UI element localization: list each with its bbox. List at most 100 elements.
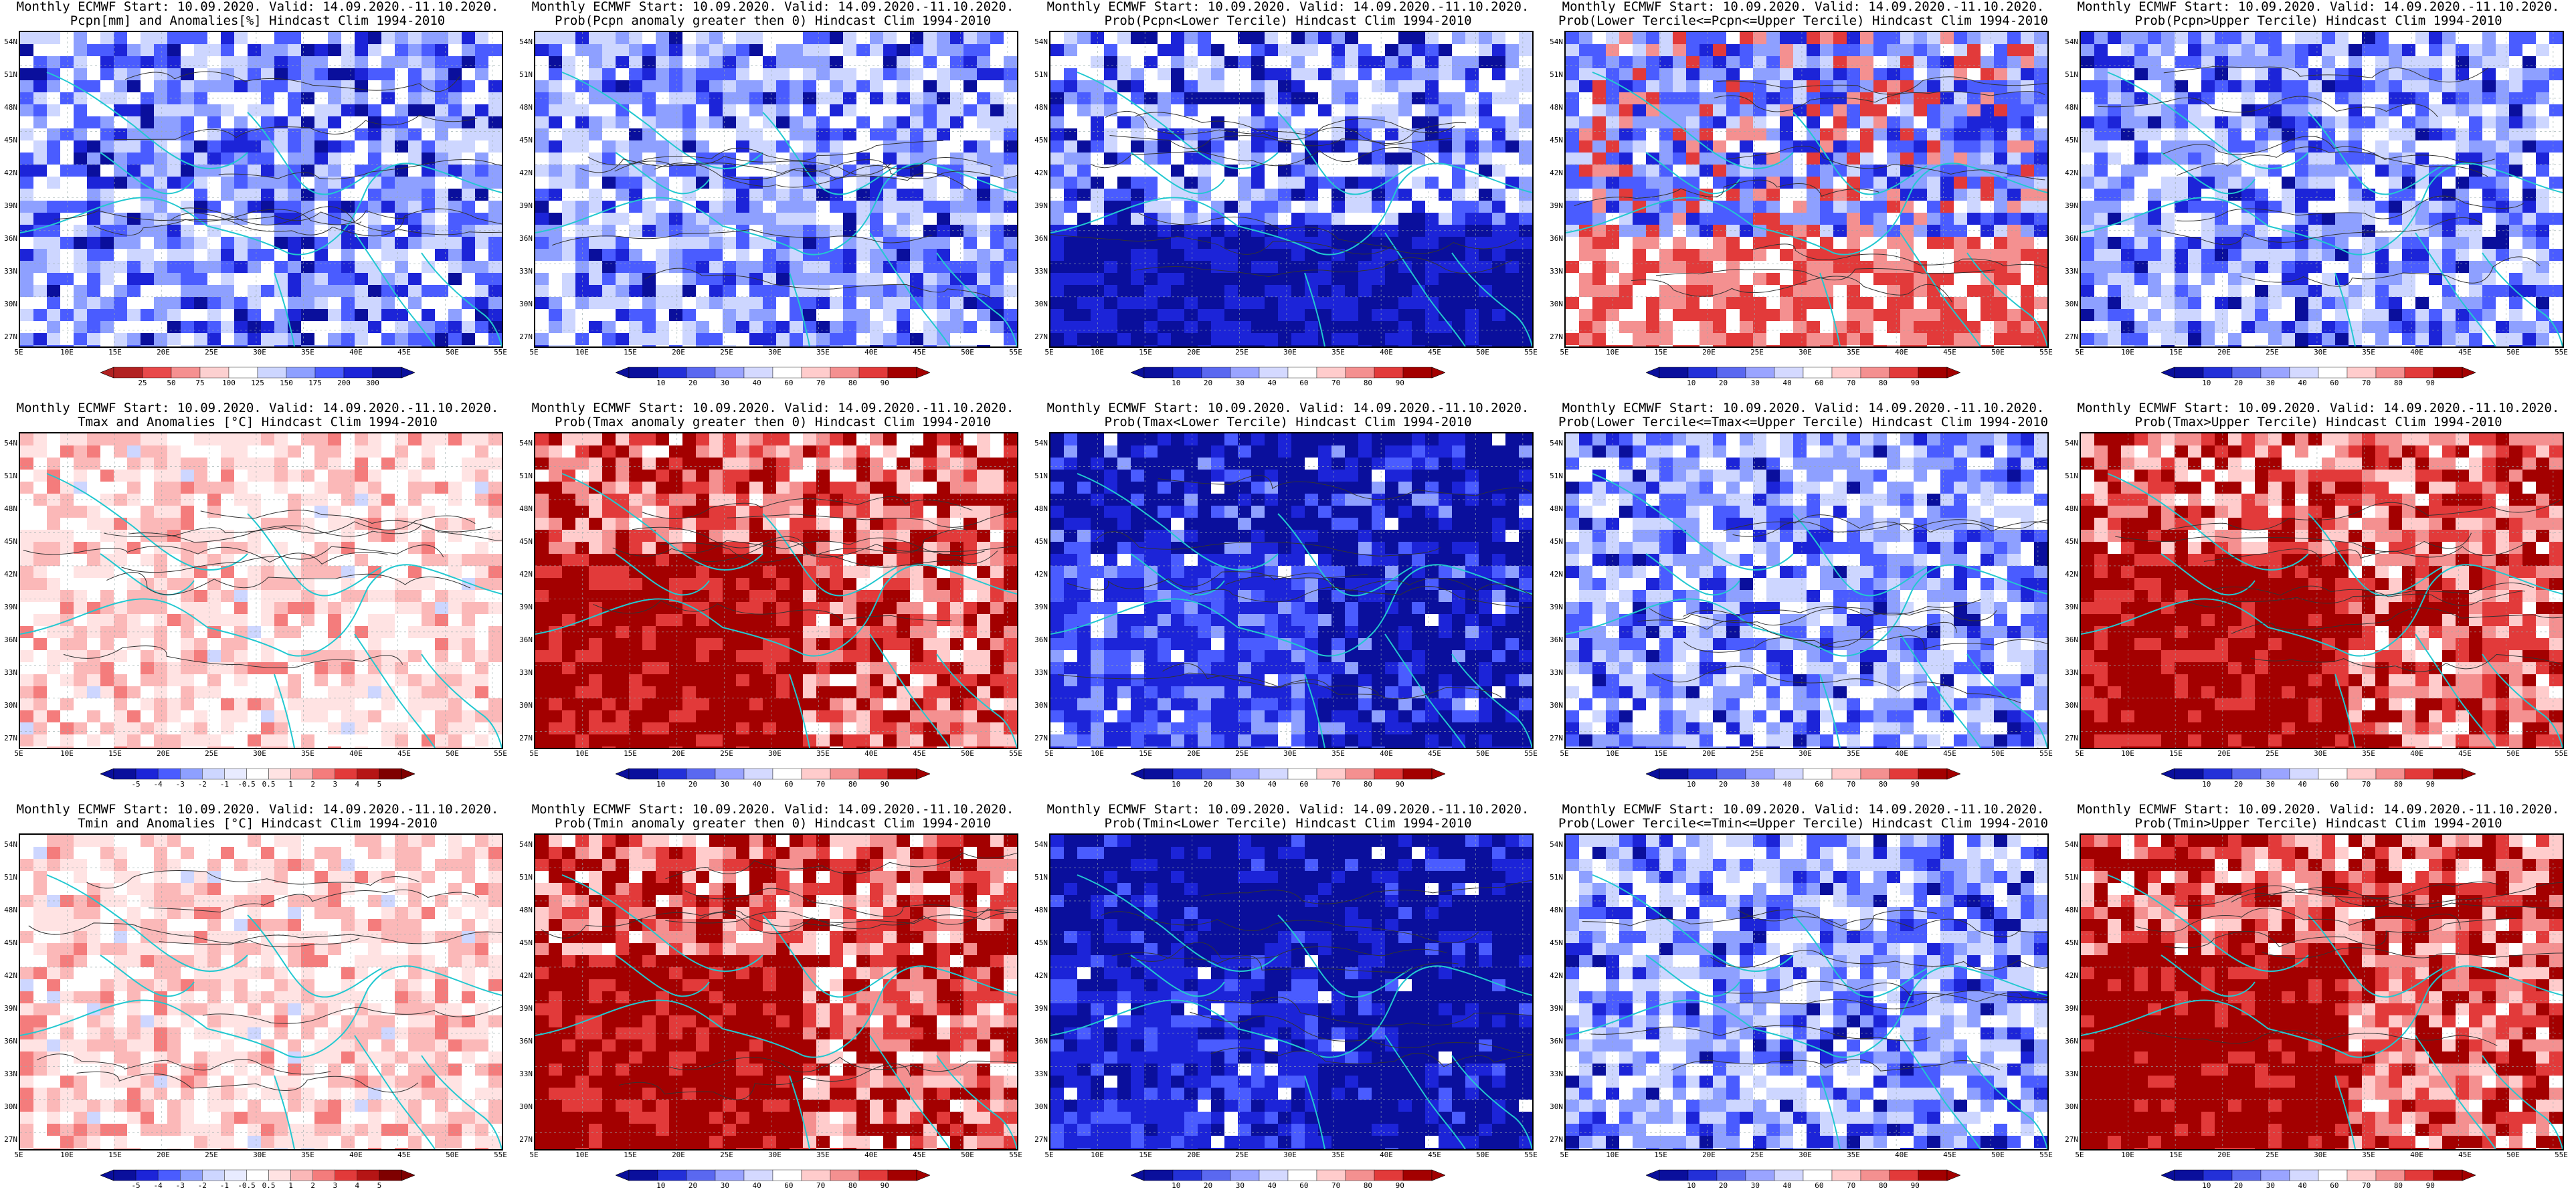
lon-tick: 5E [2075,1150,2084,1159]
colorbar-label: 60 [1299,780,1309,789]
lat-tick: 39N [4,1003,17,1013]
colorbar-label: 75 [195,379,205,387]
colorbar-label: 60 [2330,379,2339,387]
lat-tick: 54N [519,37,533,46]
colorbar-label: 40 [1782,1181,1792,1190]
lon-tick: 10E [1091,749,1104,758]
lat-tick: 39N [519,602,533,611]
colorbar-label: 70 [1331,780,1341,789]
forecast-map [20,433,502,748]
colorbar [100,367,415,379]
lat-tick: 27N [1034,332,1048,341]
colorbar-label: 40 [2298,379,2307,387]
lon-tick: 5E [1560,749,1569,758]
lon-tick: 5E [14,348,23,357]
panel-title-line2: Prob(Tmin<Lower Tercile) Hindcast Clim 1… [1104,816,1472,831]
lat-tick: 27N [1034,1134,1048,1144]
colorbar-label: 80 [1878,379,1888,387]
lat-tick: 27N [519,332,533,341]
lat-tick: 33N [2065,668,2078,677]
colorbar-label: 40 [2298,1181,2307,1190]
panel-title-line1: Monthly ECMWF Start: 10.09.2020. Valid: … [1046,802,1530,817]
lon-tick: 50E [1476,749,1489,758]
map-panel: Monthly ECMWF Start: 10.09.2020. Valid: … [1546,401,2061,803]
lon-tick: 20E [672,1150,685,1159]
colorbar-label: 90 [1910,1181,1920,1190]
lat-tick: 36N [1550,1036,1563,1045]
colorbar-label: 30 [1750,379,1760,387]
lat-tick: 51N [4,70,17,79]
lon-tick: 35E [1331,1150,1345,1159]
lon-tick: 20E [672,348,685,357]
map-frame [2080,432,2564,749]
colorbar-label: 30 [1750,780,1760,789]
panel-title-line2: Pcpn[mm] and Anomalies[%] Hindcast Clim … [70,13,446,28]
lat-tick: 48N [1034,504,1048,513]
lat-tick: 45N [519,938,533,947]
colorbar-label: 20 [2233,379,2243,387]
panel-title-line2: Prob(Tmin anomaly greater then 0) Hindca… [554,816,992,831]
lon-tick: 40E [1895,749,1908,758]
panel-title-line1: Monthly ECMWF Start: 10.09.2020. Valid: … [531,0,1014,14]
lon-tick: 30E [1799,1150,1812,1159]
map-frame [1049,432,1534,749]
lat-tick: 33N [519,266,533,276]
colorbar-label: 80 [2393,1181,2403,1190]
colorbar-label: 0.5 [262,1181,276,1190]
lat-tick: 51N [4,471,17,480]
lon-tick: 55E [2555,348,2568,357]
lat-tick: 42N [519,569,533,579]
lat-tick: 42N [1034,168,1048,177]
colorbar-label: 20 [1203,1181,1213,1190]
lon-tick: 25E [1235,749,1249,758]
colorbar-legend: 10 20 30 40 60 70 80 90 [1131,367,1445,387]
colorbar-label: 80 [2393,780,2403,789]
lat-tick: 42N [1550,971,1563,980]
lon-tick: 45E [1943,348,1956,357]
forecast-map [1566,835,2047,1149]
panel-title-line2: Prob(Pcpn anomaly greater then 0) Hindca… [554,13,992,28]
colorbar-label: 40 [752,379,761,387]
lat-tick: 42N [2065,569,2078,579]
map-panel: Monthly ECMWF Start: 10.09.2020. Valid: … [1546,0,2061,401]
colorbar [2161,768,2476,780]
panel-title: Monthly ECMWF Start: 10.09.2020. Valid: … [1546,0,2061,28]
colorbar-label: 70 [1847,1181,1856,1190]
lon-tick: 15E [2169,348,2183,357]
forecast-map [1050,433,1532,748]
lat-tick: 45N [519,135,533,144]
lat-tick: 27N [1034,733,1048,742]
map-frame [1564,833,2049,1150]
forecast-map [20,32,502,346]
colorbar-label: 20 [2233,1181,2243,1190]
map-panel: Monthly ECMWF Start: 10.09.2020. Valid: … [2061,0,2576,401]
lat-tick: 54N [1034,37,1048,46]
colorbar-label: -4 [153,780,163,789]
lat-tick: 45N [1034,536,1048,546]
colorbar-label: 1 [288,780,293,789]
colorbar-label: 30 [2266,1181,2275,1190]
lat-tick: 36N [1034,1036,1048,1045]
colorbar-label: 20 [1718,1181,1728,1190]
colorbar [1131,768,1445,780]
lon-tick: 30E [1283,749,1297,758]
lon-tick: 35E [2362,749,2375,758]
lon-tick: 50E [2506,348,2520,357]
map-panel: Monthly ECMWF Start: 10.09.2020. Valid: … [0,0,515,401]
colorbar [2161,1169,2476,1181]
lon-tick: 30E [2314,1150,2327,1159]
colorbar-label: 125 [251,379,264,387]
lat-tick: 39N [1550,602,1563,611]
lat-tick: 54N [1550,439,1563,447]
lat-tick: 45N [519,536,533,546]
lat-tick: 54N [4,439,17,447]
lat-tick: 30N [519,1102,533,1111]
lon-tick: 50E [961,348,974,357]
colorbar-legend: 10 20 30 40 60 70 80 90 [1646,768,1960,789]
lon-tick: 10E [575,348,589,357]
lat-tick: 39N [1034,1003,1048,1013]
colorbar [1131,367,1445,379]
colorbar [616,1169,930,1181]
panel-title-line2: Prob(Lower Tercile<=Pcpn<=Upper Tercile)… [1558,13,2049,28]
panel-title: Monthly ECMWF Start: 10.09.2020. Valid: … [1546,803,2061,831]
